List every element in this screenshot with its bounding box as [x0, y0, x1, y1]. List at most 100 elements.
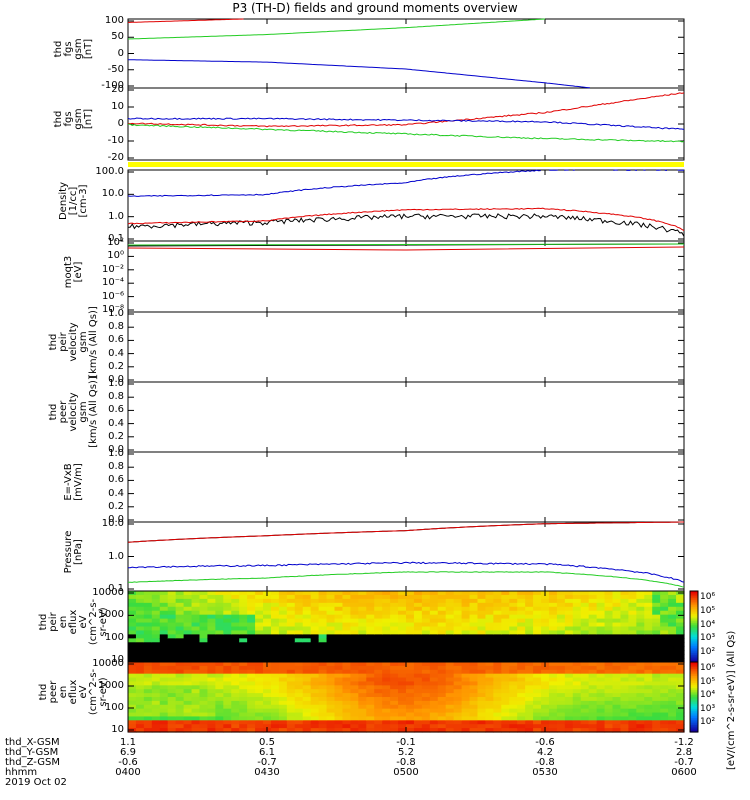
ytick-label: 0.8	[108, 391, 124, 403]
ytick-label: 0.1	[108, 583, 124, 594]
ytick-label: 1.0	[108, 448, 124, 459]
ion-spectrogram	[128, 591, 685, 663]
colorbar-label: 10³	[700, 703, 716, 714]
ytick-label: 1.0	[108, 308, 124, 319]
ytick-label: 10	[111, 101, 124, 112]
ytick-label: 100	[104, 631, 124, 643]
ytick-label: 0.4	[108, 487, 124, 499]
xaxis-value: 1.1	[120, 737, 136, 748]
series-by	[127, 18, 546, 40]
colorbar-title: [eV/(cm^2-s-sr-eV)] (All Qs)	[726, 630, 737, 770]
ytick-label: 10	[111, 724, 124, 735]
ytick-label: 10⁻²	[101, 263, 124, 275]
xaxis-value: -0.7	[674, 757, 694, 768]
ytick-label: 0.2	[108, 360, 124, 372]
colorbar-label: 10⁵	[700, 676, 716, 687]
date-label: 2019 Oct 02	[5, 777, 67, 788]
ytick-label: -10	[107, 135, 124, 146]
ytick-label: 0.4	[108, 347, 124, 359]
xaxis-value: -0.1	[396, 737, 416, 748]
colorbar-label: 10³	[700, 633, 716, 644]
page-title: P3 (TH-D) fields and ground moments over…	[232, 1, 518, 15]
ytick-label: 0.8	[108, 461, 124, 473]
ytick-label: 0.8	[108, 321, 124, 333]
xaxis-value: 6.9	[120, 747, 136, 758]
ytick-label: 0.0	[108, 444, 124, 455]
xaxis-value: 6.1	[259, 747, 275, 758]
ytick-label: -20	[107, 152, 124, 163]
ytick-label: 10	[111, 654, 124, 665]
xaxis-value: 0400	[115, 767, 141, 778]
series-By	[128, 123, 685, 143]
series-Pi	[127, 561, 685, 583]
xaxis-value: 0430	[254, 767, 280, 778]
ytick-label: 10²	[107, 237, 124, 248]
xaxis-value: 0600	[671, 767, 697, 778]
ytick-label: 10⁰	[107, 250, 124, 262]
ytick-label: -100	[101, 80, 124, 91]
ytick-label: 100	[104, 15, 124, 26]
colorbar-label: 10²	[700, 717, 716, 727]
colorbar-label: 10⁴	[700, 690, 716, 700]
series-Ti-par	[127, 243, 685, 246]
xaxis-value: -0.7	[257, 757, 277, 768]
panel-frame	[127, 311, 685, 383]
series-Pe	[128, 571, 685, 588]
series-Bx	[127, 117, 685, 130]
panel-frame	[127, 521, 685, 592]
ytick-label: 0.2	[108, 500, 124, 512]
ytick-label: 0.0	[108, 514, 124, 525]
xaxis-value: -1.2	[674, 737, 694, 748]
xaxis-value: 0.5	[259, 737, 275, 748]
ytick-label: 10.0	[101, 188, 124, 200]
colorbar-electron	[689, 661, 699, 733]
ytick-label: 1.0	[108, 378, 124, 389]
ytick-label: 50	[111, 31, 124, 43]
ytick-label: 1.0	[108, 210, 124, 222]
xaxis-row-name: hhmm	[5, 767, 38, 778]
ytick-label: 0	[117, 47, 124, 59]
xaxis-row-name: thd_X-GSM	[5, 737, 60, 748]
ytick-label: 1.0	[108, 550, 124, 562]
ytick-label: 0.6	[108, 474, 124, 486]
ytick-label: 10⁻⁴	[101, 277, 124, 289]
xaxis-row-name: thd_Y-GSM	[5, 747, 59, 758]
xaxis-value: -0.8	[535, 757, 555, 768]
electron-spectrogram	[128, 662, 685, 733]
series-Npot	[127, 169, 541, 197]
ytick-label: -50	[107, 63, 124, 75]
series-Ne	[127, 207, 685, 232]
panel-frame	[127, 451, 685, 523]
colorbar-ion	[689, 590, 699, 663]
xaxis-value: 4.2	[537, 747, 553, 758]
xaxis-value: -0.8	[396, 757, 416, 768]
ytick-label: 0.4	[108, 417, 124, 429]
ytick-label: 10000	[92, 587, 124, 598]
xaxis-value: -0.6	[118, 757, 138, 768]
ylabel-line: sr-eV)	[98, 677, 109, 707]
series-bx	[128, 59, 590, 89]
colorbar-label: 10⁵	[700, 605, 716, 616]
series-Pb	[127, 521, 684, 543]
colorbar-label: 10⁶	[700, 592, 716, 602]
series-bz	[127, 18, 244, 23]
ytick-label: 100.0	[95, 166, 124, 177]
colorbar-label: 10⁶	[700, 663, 716, 673]
xaxis-value: 2.8	[676, 747, 692, 758]
panel-frame	[127, 169, 685, 242]
xaxis-value: 0500	[393, 767, 419, 778]
ytick-label: 10.0	[101, 518, 124, 529]
panel-frame	[127, 381, 685, 453]
ytick-label: 10000	[92, 658, 124, 669]
panel-frame	[127, 87, 685, 161]
series-Bz	[127, 92, 685, 128]
xaxis-value: 0530	[532, 767, 558, 778]
ytick-label: 0.6	[108, 334, 124, 346]
flag-bar	[128, 162, 684, 167]
ytick-label: 100	[104, 702, 124, 713]
panel-frame	[127, 240, 685, 313]
ytick-label: 0	[117, 118, 124, 129]
ytick-label: 20	[111, 84, 124, 95]
series-Ni	[128, 213, 685, 237]
